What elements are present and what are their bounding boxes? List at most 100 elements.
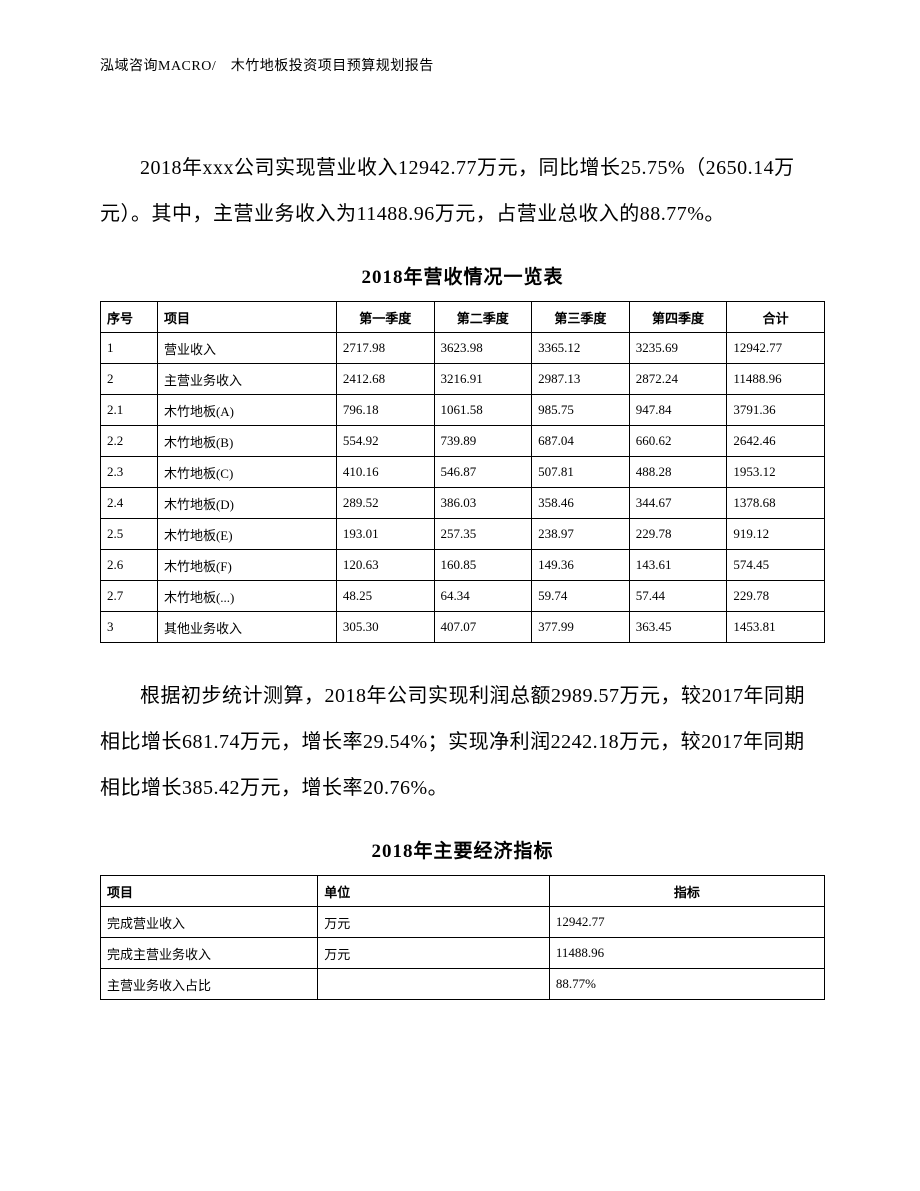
table-cell: 410.16 <box>336 457 434 488</box>
table-cell: 739.89 <box>434 426 532 457</box>
paragraph-1: 2018年xxx公司实现营业收入12942.77万元，同比增长25.75%（26… <box>100 145 825 237</box>
table-cell: 2.7 <box>101 581 158 612</box>
revenue-table-body: 1营业收入2717.983623.983365.123235.6912942.7… <box>101 333 825 643</box>
table-cell: 238.97 <box>532 519 630 550</box>
table-cell: 木竹地板(B) <box>157 426 336 457</box>
table-cell: 193.01 <box>336 519 434 550</box>
table-row: 3其他业务收入305.30407.07377.99363.451453.81 <box>101 612 825 643</box>
table-cell: 2 <box>101 364 158 395</box>
table-cell: 2.3 <box>101 457 158 488</box>
table1-title: 2018年营收情况一览表 <box>100 262 825 289</box>
table-cell: 488.28 <box>629 457 727 488</box>
table-cell: 2872.24 <box>629 364 727 395</box>
table-cell: 160.85 <box>434 550 532 581</box>
table-cell: 完成主营业务收入 <box>101 938 318 969</box>
table-cell: 2.2 <box>101 426 158 457</box>
table-cell: 3235.69 <box>629 333 727 364</box>
table-cell: 万元 <box>318 907 550 938</box>
col-item: 项目 <box>157 302 336 333</box>
table-header-row: 序号 项目 第一季度 第二季度 第三季度 第四季度 合计 <box>101 302 825 333</box>
table-cell: 2412.68 <box>336 364 434 395</box>
table-cell: 木竹地板(A) <box>157 395 336 426</box>
col-total: 合计 <box>727 302 825 333</box>
table-cell: 3216.91 <box>434 364 532 395</box>
table-cell: 3365.12 <box>532 333 630 364</box>
indicator-table: 项目 单位 指标 完成营业收入万元12942.77完成主营业务收入万元11488… <box>100 875 825 1000</box>
table-cell: 257.35 <box>434 519 532 550</box>
table-cell: 主营业务收入 <box>157 364 336 395</box>
table-row: 2.6木竹地板(F)120.63160.85149.36143.61574.45 <box>101 550 825 581</box>
table-cell: 507.81 <box>532 457 630 488</box>
table-cell: 营业收入 <box>157 333 336 364</box>
paragraph-2: 根据初步统计测算，2018年公司实现利润总额2989.57万元，较2017年同期… <box>100 673 825 811</box>
table-cell: 3791.36 <box>727 395 825 426</box>
table-cell: 3 <box>101 612 158 643</box>
table-cell: 149.36 <box>532 550 630 581</box>
col-q1: 第一季度 <box>336 302 434 333</box>
table-row: 2.7木竹地板(...)48.2564.3459.7457.44229.78 <box>101 581 825 612</box>
col-q2: 第二季度 <box>434 302 532 333</box>
table-cell: 万元 <box>318 938 550 969</box>
table-cell <box>318 969 550 1000</box>
table-cell: 64.34 <box>434 581 532 612</box>
table-cell: 其他业务收入 <box>157 612 336 643</box>
table-cell: 2.5 <box>101 519 158 550</box>
table-cell: 305.30 <box>336 612 434 643</box>
table2-title: 2018年主要经济指标 <box>100 836 825 863</box>
table-cell: 2.1 <box>101 395 158 426</box>
table-row: 2.4木竹地板(D)289.52386.03358.46344.671378.6… <box>101 488 825 519</box>
table-cell: 386.03 <box>434 488 532 519</box>
table-cell: 2642.46 <box>727 426 825 457</box>
table-row: 2.5木竹地板(E)193.01257.35238.97229.78919.12 <box>101 519 825 550</box>
table-cell: 358.46 <box>532 488 630 519</box>
table-cell: 344.67 <box>629 488 727 519</box>
table-cell: 2717.98 <box>336 333 434 364</box>
table-cell: 88.77% <box>549 969 824 1000</box>
table-cell: 48.25 <box>336 581 434 612</box>
table-cell: 59.74 <box>532 581 630 612</box>
table-cell: 229.78 <box>629 519 727 550</box>
table-cell: 木竹地板(C) <box>157 457 336 488</box>
table-cell: 660.62 <box>629 426 727 457</box>
table-row: 2主营业务收入2412.683216.912987.132872.2411488… <box>101 364 825 395</box>
col-item: 项目 <box>101 876 318 907</box>
table-cell: 985.75 <box>532 395 630 426</box>
col-indicator: 指标 <box>549 876 824 907</box>
indicator-table-body: 完成营业收入万元12942.77完成主营业务收入万元11488.96主营业务收入… <box>101 907 825 1000</box>
table-cell: 1453.81 <box>727 612 825 643</box>
table-row: 完成主营业务收入万元11488.96 <box>101 938 825 969</box>
table-row: 2.1木竹地板(A)796.181061.58985.75947.843791.… <box>101 395 825 426</box>
table-cell: 3623.98 <box>434 333 532 364</box>
table-cell: 574.45 <box>727 550 825 581</box>
table-cell: 687.04 <box>532 426 630 457</box>
table-cell: 1061.58 <box>434 395 532 426</box>
table-header-row: 项目 单位 指标 <box>101 876 825 907</box>
table-cell: 289.52 <box>336 488 434 519</box>
table-cell: 57.44 <box>629 581 727 612</box>
table-row: 2.2木竹地板(B)554.92739.89687.04660.622642.4… <box>101 426 825 457</box>
table-cell: 947.84 <box>629 395 727 426</box>
table-row: 完成营业收入万元12942.77 <box>101 907 825 938</box>
table-cell: 1953.12 <box>727 457 825 488</box>
table-cell: 12942.77 <box>727 333 825 364</box>
table-cell: 完成营业收入 <box>101 907 318 938</box>
table-cell: 143.61 <box>629 550 727 581</box>
table-cell: 2.4 <box>101 488 158 519</box>
table-cell: 主营业务收入占比 <box>101 969 318 1000</box>
table-cell: 11488.96 <box>727 364 825 395</box>
col-unit: 单位 <box>318 876 550 907</box>
table-row: 1营业收入2717.983623.983365.123235.6912942.7… <box>101 333 825 364</box>
table-cell: 1 <box>101 333 158 364</box>
table-cell: 1378.68 <box>727 488 825 519</box>
table-cell: 2987.13 <box>532 364 630 395</box>
col-q3: 第三季度 <box>532 302 630 333</box>
table-cell: 229.78 <box>727 581 825 612</box>
table-cell: 919.12 <box>727 519 825 550</box>
col-seq: 序号 <box>101 302 158 333</box>
table-cell: 546.87 <box>434 457 532 488</box>
col-q4: 第四季度 <box>629 302 727 333</box>
table-row: 主营业务收入占比 88.77% <box>101 969 825 1000</box>
table-cell: 363.45 <box>629 612 727 643</box>
table-cell: 11488.96 <box>549 938 824 969</box>
page-header: 泓域咨询MACRO/ 木竹地板投资项目预算规划报告 <box>100 55 825 75</box>
